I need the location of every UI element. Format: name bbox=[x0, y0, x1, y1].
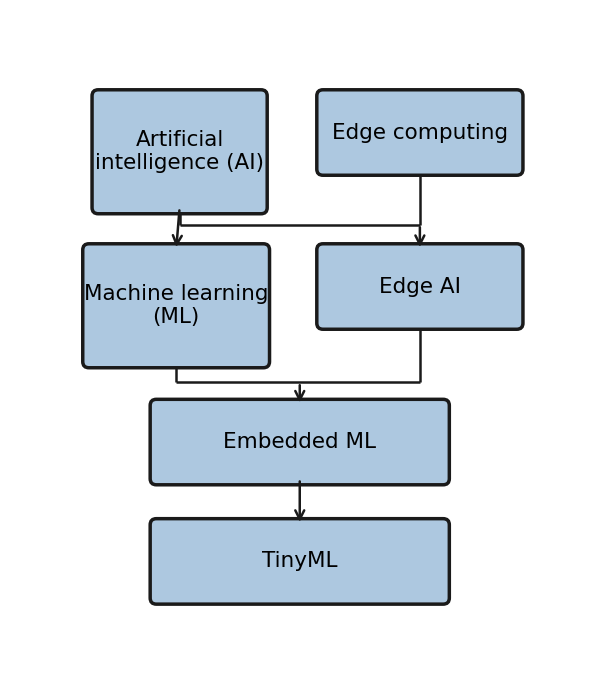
FancyBboxPatch shape bbox=[92, 90, 267, 213]
Text: Artificial
intelligence (AI): Artificial intelligence (AI) bbox=[95, 130, 264, 173]
FancyBboxPatch shape bbox=[83, 244, 269, 368]
Text: Edge AI: Edge AI bbox=[379, 276, 461, 297]
FancyBboxPatch shape bbox=[150, 518, 449, 604]
FancyBboxPatch shape bbox=[317, 90, 523, 175]
Text: Machine learning
(ML): Machine learning (ML) bbox=[84, 284, 268, 328]
Text: Edge computing: Edge computing bbox=[332, 122, 508, 142]
FancyBboxPatch shape bbox=[150, 399, 449, 485]
Text: Embedded ML: Embedded ML bbox=[223, 432, 376, 452]
FancyBboxPatch shape bbox=[317, 244, 523, 329]
Text: TinyML: TinyML bbox=[262, 551, 337, 571]
